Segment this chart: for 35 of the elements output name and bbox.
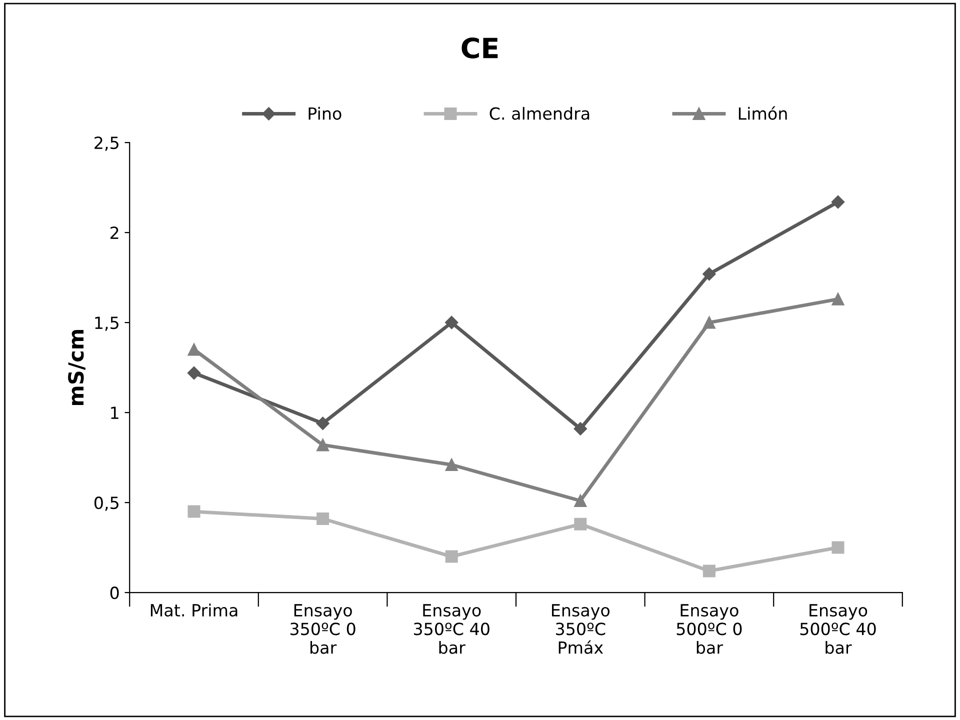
x-tick-label: Mat. Prima (150, 604, 238, 617)
x-tick-label: Ensayo 350ºC 40 bar (414, 604, 490, 654)
y-tick-label: 1,5 (95, 316, 118, 331)
point (831, 195, 845, 209)
x-tick-label: Ensayo 500ºC 40 bar (800, 604, 876, 654)
point (702, 316, 716, 329)
legend-label: Pino (308, 106, 342, 120)
point (445, 316, 458, 330)
point (445, 550, 458, 563)
point (832, 292, 844, 306)
point (187, 366, 201, 380)
point (188, 343, 200, 356)
point (316, 438, 330, 452)
point (574, 494, 587, 508)
chart-title: CE (462, 37, 498, 58)
y-axis-title: mS/cm (68, 330, 86, 406)
x-tick-label: Ensayo 350ºC Pmáx (552, 604, 610, 654)
point (574, 422, 587, 436)
y-tick-label: 0,5 (94, 496, 118, 511)
legend-label: Limón (738, 106, 787, 120)
y-tick-label: 2 (110, 226, 118, 239)
point (832, 541, 844, 554)
point (316, 512, 330, 526)
x-tick-label: Ensayo 350ºC 0 bar (290, 604, 356, 654)
point (445, 458, 458, 472)
legend-label: C. almendra (490, 106, 590, 120)
point (574, 518, 587, 530)
point (702, 564, 716, 578)
x-tick-label: Ensayo 500ºC 0 bar (676, 604, 742, 654)
y-tick-label: 1 (111, 406, 118, 419)
y-tick-label: 0 (110, 586, 119, 600)
point (316, 416, 330, 430)
y-tick-label: 2,5 (94, 136, 118, 151)
point (188, 505, 200, 518)
point (702, 267, 716, 281)
